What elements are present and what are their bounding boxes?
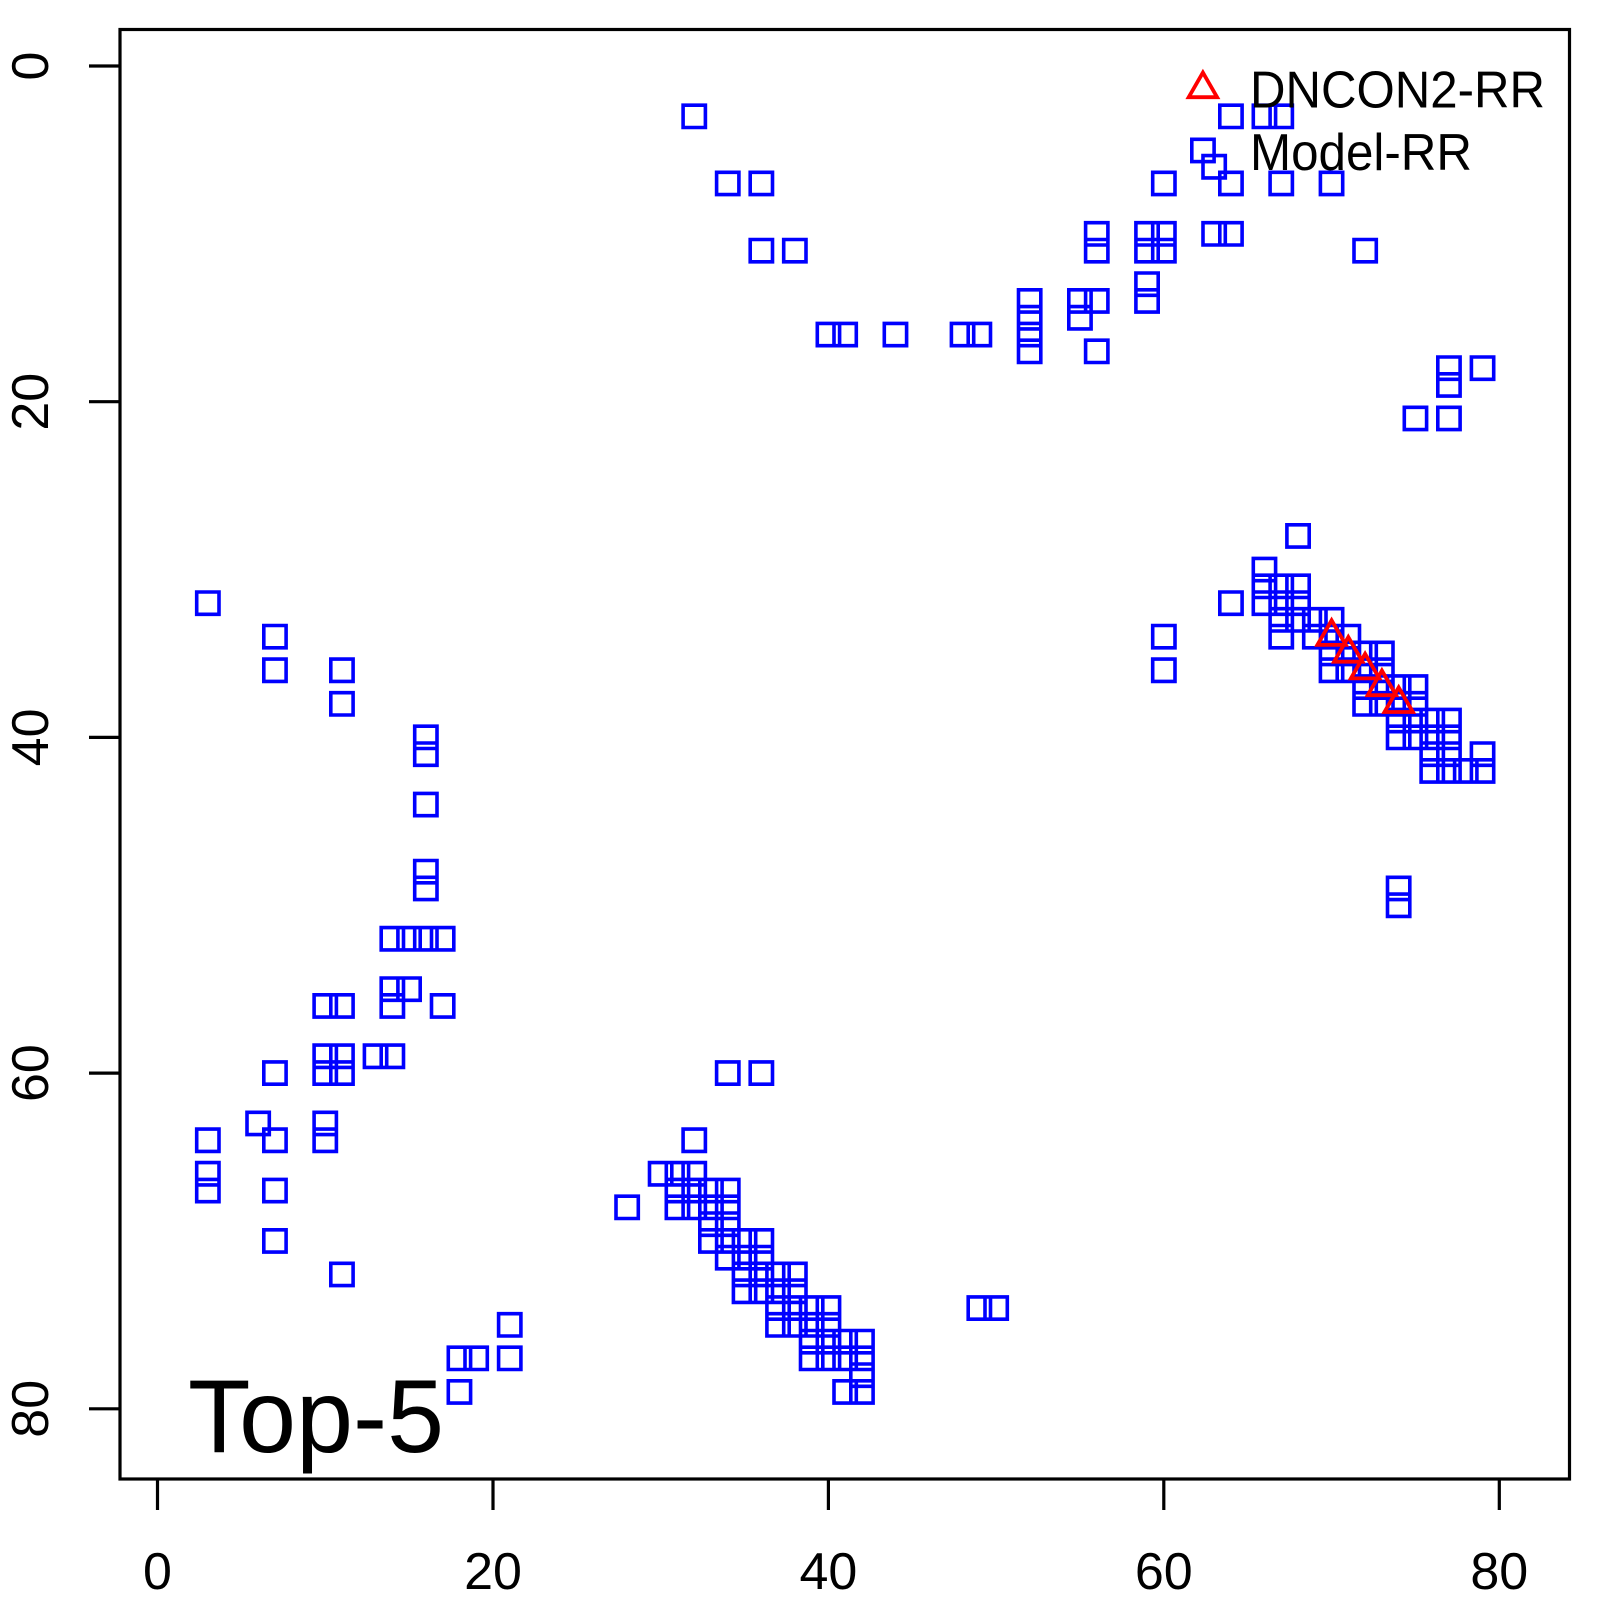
svg-text:60: 60 bbox=[2, 1044, 60, 1102]
svg-text:80: 80 bbox=[2, 1380, 60, 1438]
svg-text:40: 40 bbox=[2, 708, 60, 766]
svg-text:0: 0 bbox=[143, 1543, 172, 1600]
svg-text:Model-RR: Model-RR bbox=[1250, 124, 1472, 182]
svg-text:40: 40 bbox=[799, 1543, 857, 1600]
svg-text:0: 0 bbox=[2, 52, 60, 81]
svg-text:60: 60 bbox=[1135, 1543, 1193, 1600]
svg-text:20: 20 bbox=[464, 1543, 522, 1600]
svg-text:Top-5: Top-5 bbox=[188, 1359, 444, 1475]
svg-text:DNCON2-RR: DNCON2-RR bbox=[1250, 62, 1545, 120]
svg-text:20: 20 bbox=[2, 373, 60, 431]
svg-text:80: 80 bbox=[1470, 1543, 1528, 1600]
